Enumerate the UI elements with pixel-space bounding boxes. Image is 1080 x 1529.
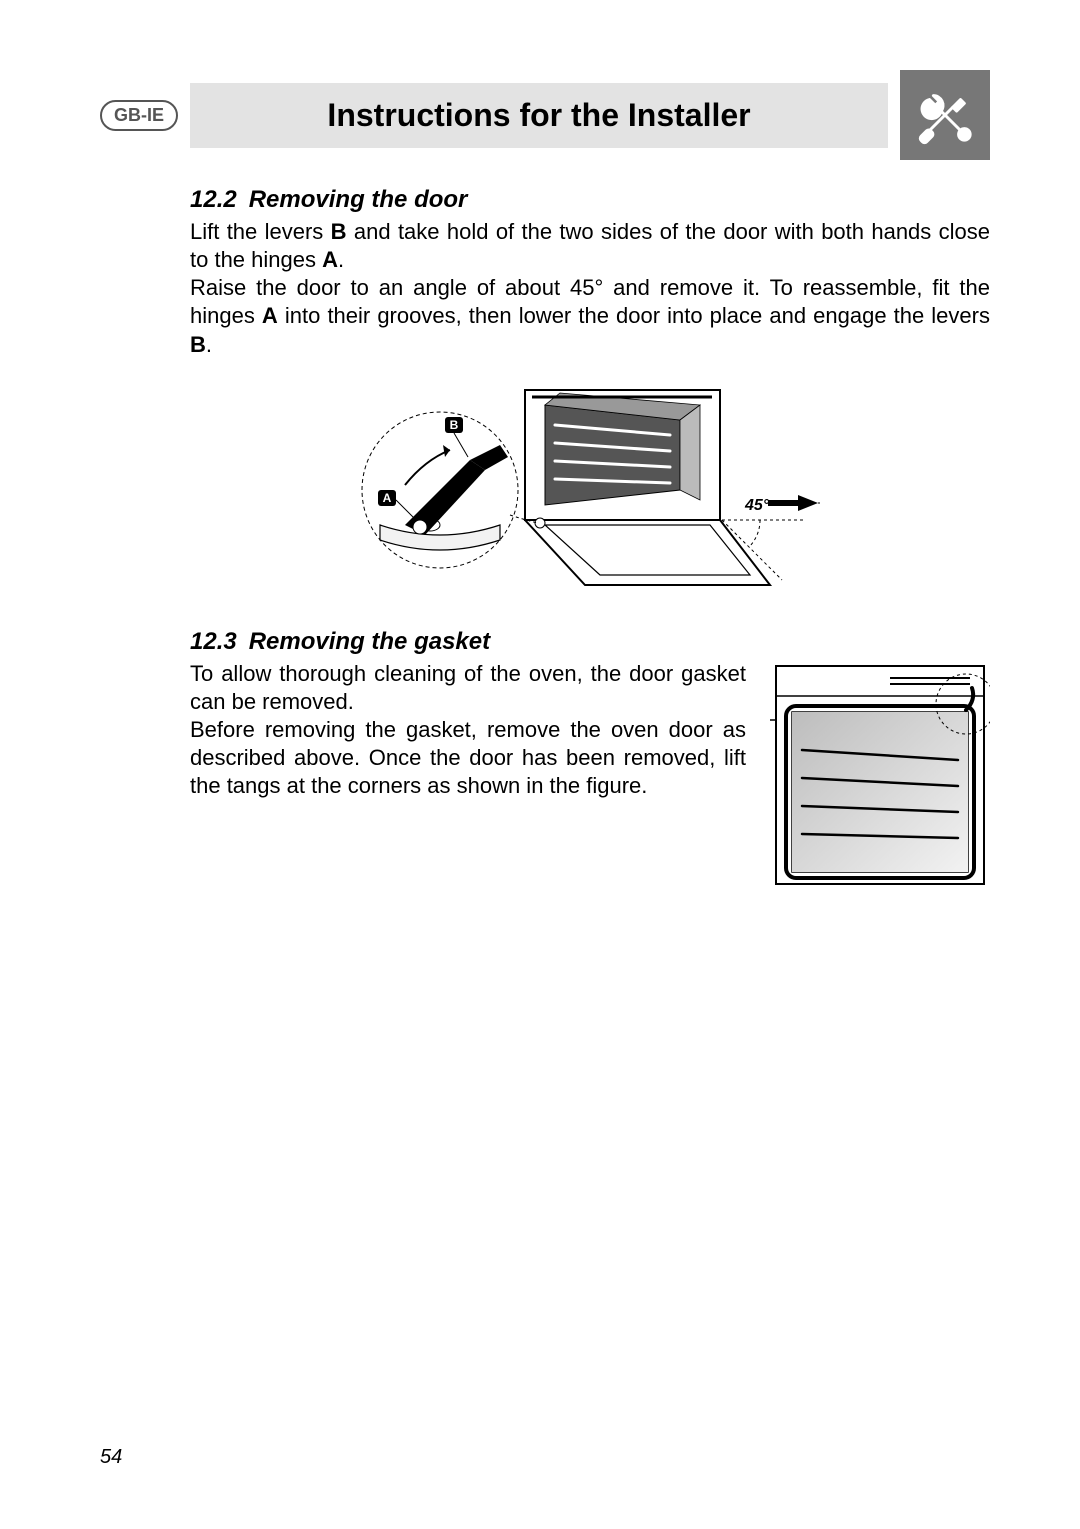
section-heading-12-2: 12.2 Removing the door bbox=[190, 186, 990, 214]
page-title: Instructions for the Installer bbox=[190, 83, 888, 148]
locale-badge: GB-IE bbox=[100, 100, 178, 131]
para-12-3-b: Before removing the gasket, remove the o… bbox=[190, 716, 746, 800]
bold-lever-b: B bbox=[331, 219, 347, 244]
section-number: 12.2 bbox=[190, 186, 237, 213]
section-title: Removing the door bbox=[249, 186, 468, 213]
text: . bbox=[338, 247, 344, 272]
figure-gasket-removal bbox=[770, 660, 990, 895]
para-12-3-a: To allow thorough cleaning of the oven, … bbox=[190, 660, 746, 716]
bold-hinge-a: A bbox=[322, 247, 338, 272]
section-heading-12-3: 12.3 Removing the gasket bbox=[190, 628, 990, 656]
label-b: B bbox=[450, 418, 459, 432]
section-title: Removing the gasket bbox=[249, 628, 490, 655]
para-12-2-a: Lift the levers B and take hold of the t… bbox=[190, 218, 990, 274]
angle-label: 45° bbox=[744, 497, 770, 514]
text: . bbox=[206, 332, 212, 357]
bold-lever-b: B bbox=[190, 332, 206, 357]
section-12-3-body: To allow thorough cleaning of the oven, … bbox=[190, 660, 990, 895]
page-number: 54 bbox=[100, 1446, 122, 1469]
bold-hinge-a: A bbox=[262, 303, 278, 328]
figure-door-removal: A B bbox=[190, 375, 990, 610]
page-header: GB-IE Instructions for the Installer bbox=[100, 70, 990, 160]
text: into their grooves, then lower the door … bbox=[278, 303, 990, 328]
para-12-2-b: Raise the door to an angle of about 45° … bbox=[190, 274, 990, 358]
page-content: 12.2 Removing the door Lift the levers B … bbox=[100, 186, 990, 895]
text: Lift the levers bbox=[190, 219, 331, 244]
section-number: 12.3 bbox=[190, 628, 237, 655]
label-a: A bbox=[383, 491, 392, 505]
tools-icon bbox=[900, 70, 990, 160]
